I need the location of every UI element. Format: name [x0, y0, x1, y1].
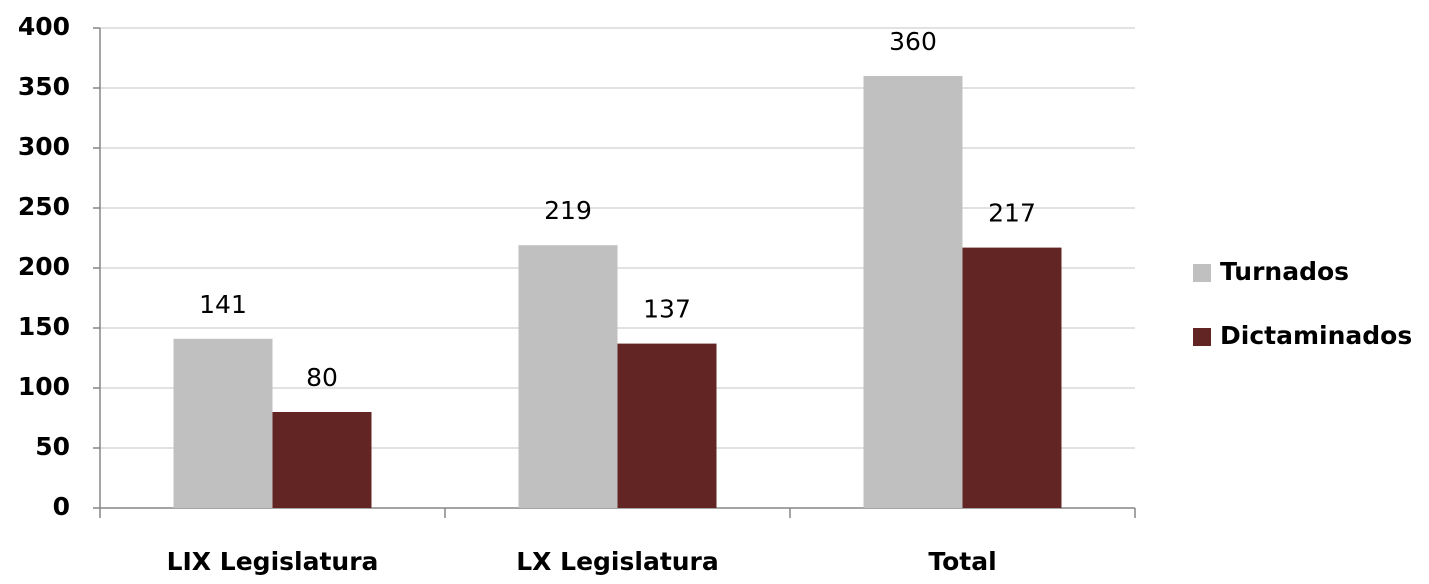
- legend-swatch: [1193, 328, 1211, 346]
- data-label: 217: [988, 199, 1036, 228]
- y-tick-label: 50: [35, 432, 70, 461]
- data-label: 137: [643, 295, 691, 324]
- bar: [962, 247, 1062, 508]
- x-tick-label: LX Legislatura: [516, 547, 719, 576]
- y-tick-label: 350: [18, 72, 70, 101]
- bar: [173, 338, 273, 508]
- x-tick-label: LIX Legislatura: [167, 547, 379, 576]
- bar: [617, 343, 717, 508]
- legend-swatch: [1193, 264, 1211, 282]
- data-label: 360: [889, 27, 937, 56]
- data-label: 219: [544, 196, 592, 225]
- x-tick-label: Total: [928, 547, 996, 576]
- y-tick-label: 200: [18, 252, 70, 281]
- data-label: 80: [306, 363, 338, 392]
- y-tick-label: 300: [18, 132, 70, 161]
- bar: [272, 412, 372, 508]
- y-tick-label: 250: [18, 192, 70, 221]
- y-tick-label: 100: [18, 372, 70, 401]
- bar: [518, 245, 618, 508]
- bar: [863, 76, 963, 508]
- data-label: 141: [199, 290, 247, 319]
- y-tick-label: 400: [18, 12, 70, 41]
- legend-label: Turnados: [1220, 257, 1349, 286]
- legend-label: Dictaminados: [1220, 321, 1412, 350]
- y-tick-label: 150: [18, 312, 70, 341]
- y-tick-label: 0: [53, 492, 70, 521]
